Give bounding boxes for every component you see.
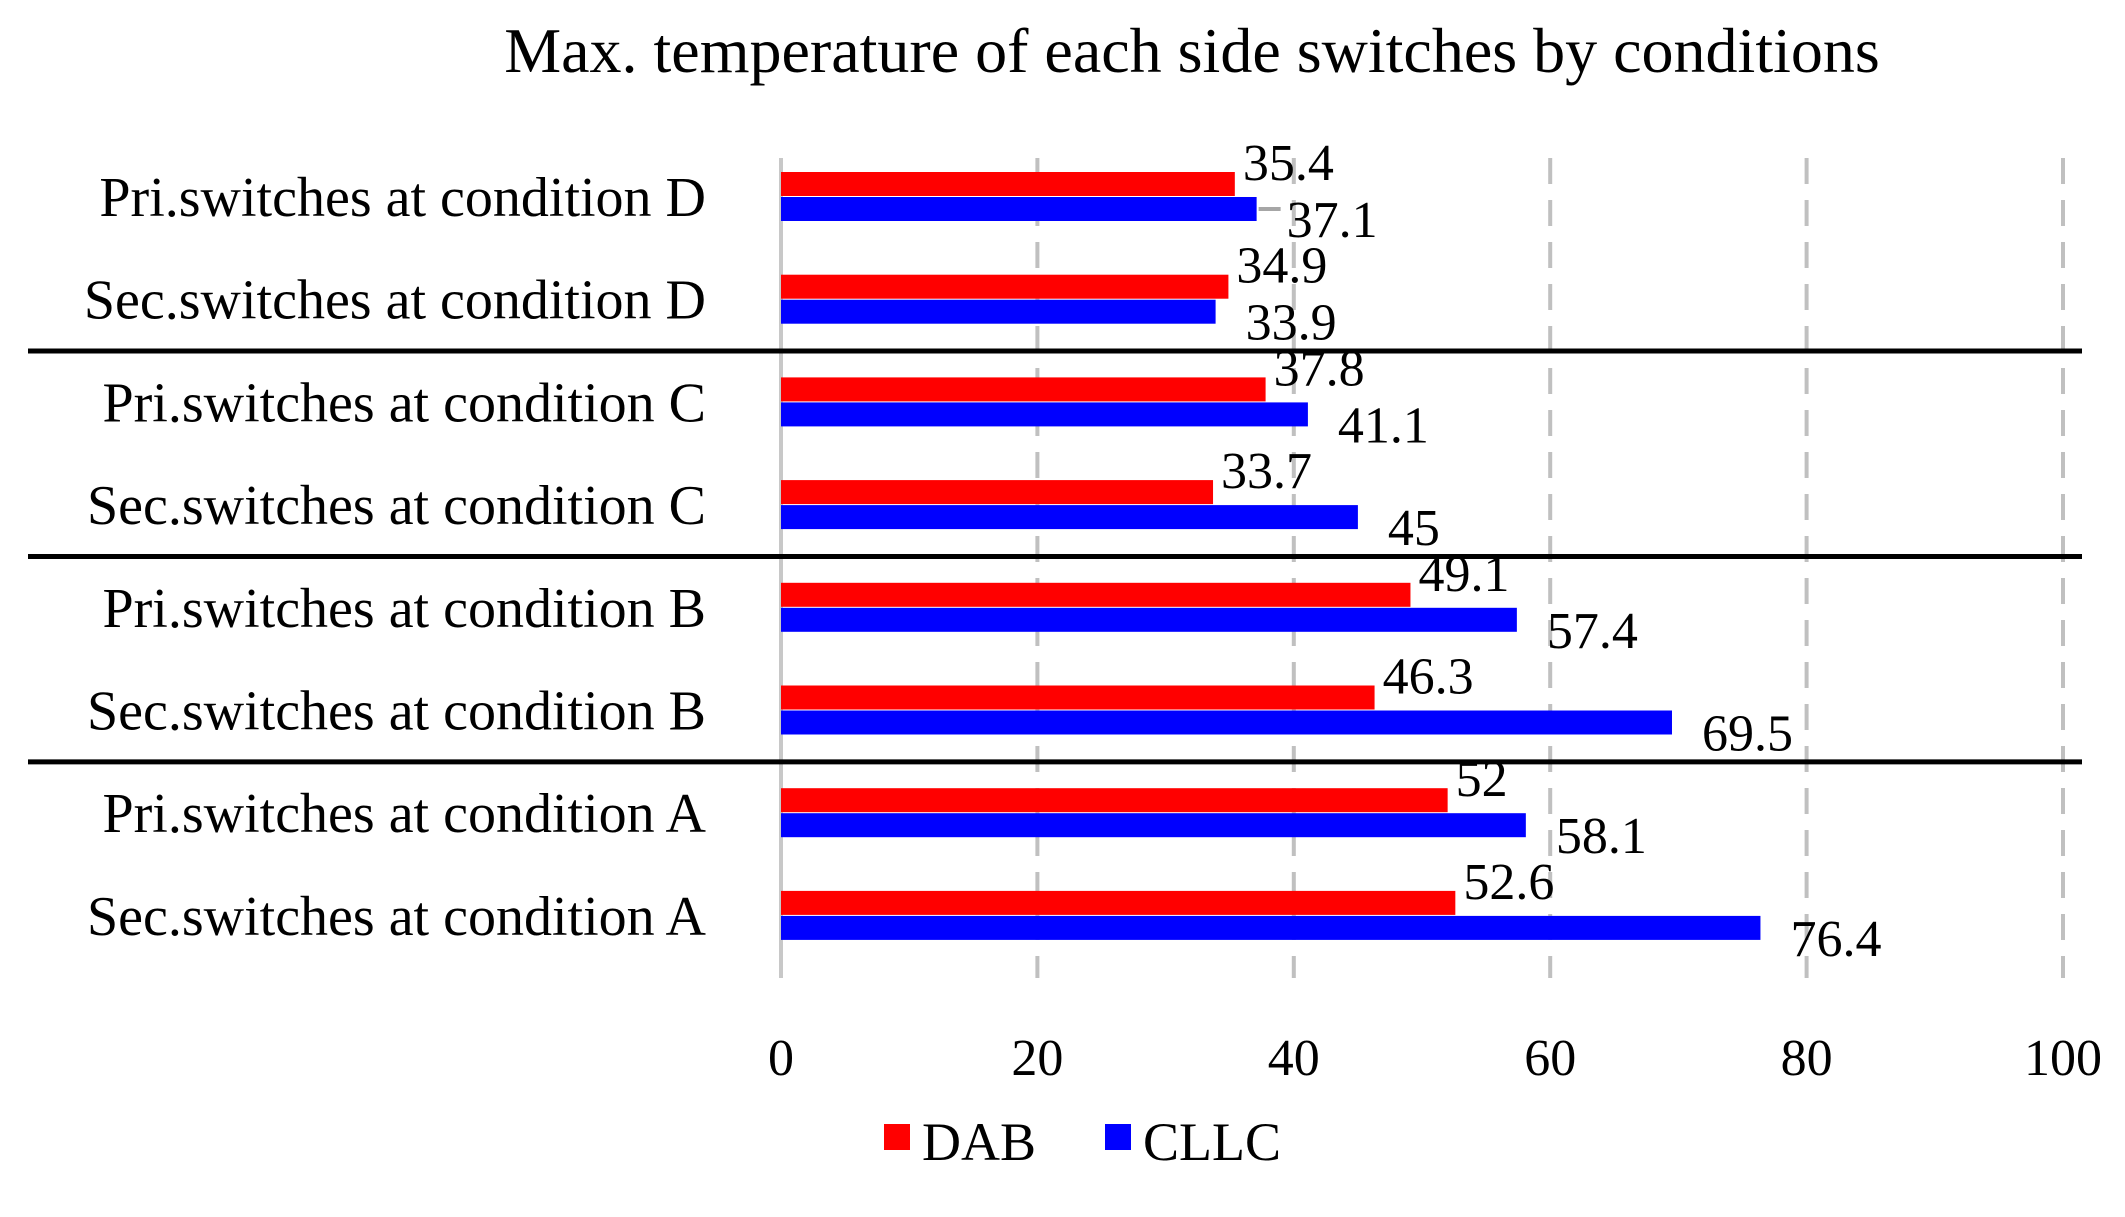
x-tick-label: 100 [2024,1030,2102,1087]
data-label-dab: 52 [1456,751,1508,808]
data-label-cllc: 41.1 [1338,397,1429,454]
bar-dab [781,788,1448,813]
data-label-cllc: 37.1 [1287,192,1378,249]
data-label-cllc: 45 [1388,500,1440,557]
data-label-dab: 49.1 [1418,546,1509,603]
bar-cllc [781,299,1216,324]
data-label-dab: 34.9 [1236,238,1327,295]
data-label-cllc: 69.5 [1702,706,1793,763]
category-label: Sec.switches at condition A [87,886,707,948]
category-label: Pri.switches at condition C [102,372,706,434]
category-labels: Pri.switches at condition D Sec.switches … [84,167,707,948]
x-tick-label: 0 [768,1030,794,1087]
bar-cllc [781,505,1358,530]
category-label: Sec.switches at condition B [87,681,706,743]
data-label-dab: 35.4 [1243,135,1334,192]
chart-title: Max. temperature of each side switches b… [504,15,1880,86]
bar-dab [781,377,1266,402]
bar-cllc [781,915,1761,940]
legend-label-cllc: CLLC [1143,1112,1281,1172]
category-label: Sec.switches at condition D [84,270,706,332]
bar-dab [781,172,1235,196]
bars [781,172,1761,940]
legend-swatch-dab [884,1124,910,1150]
category-label: Pri.switches at condition D [99,167,706,229]
bar-dab [781,582,1411,607]
data-label-cllc: 58.1 [1556,808,1647,865]
data-label-cllc: 33.9 [1246,295,1337,352]
bar-cllc [781,197,1257,221]
category-label: Sec.switches at condition C [87,475,706,537]
data-label-cllc: 76.4 [1790,911,1881,968]
bar-dab [781,685,1375,710]
x-tick-label: 80 [1781,1030,1833,1087]
bar-dab [781,890,1456,915]
legend-label-dab: DAB [922,1112,1036,1172]
bar-cllc [781,710,1672,735]
data-label-dab: 37.8 [1274,340,1365,397]
category-label: Pri.switches at condition A [102,783,706,845]
data-label-dab: 52.6 [1463,854,1554,911]
bar-dab [781,274,1229,299]
bar-dab [781,480,1214,505]
data-label-dab: 33.7 [1221,443,1312,500]
legend-swatch-cllc [1105,1124,1131,1150]
data-label-cllc: 57.4 [1547,603,1638,660]
x-tick-label: 60 [1524,1030,1576,1087]
category-label: Pri.switches at condition B [102,578,706,640]
data-label-dab: 46.3 [1383,649,1474,706]
x-axis-ticks: 0 20 40 60 80 100 [768,1030,2102,1087]
x-tick-label: 40 [1268,1030,1320,1087]
bar-cllc [781,607,1517,632]
bar-cllc [781,813,1526,838]
bar-cllc [781,402,1308,427]
x-tick-label: 20 [1011,1030,1063,1087]
group-separators [28,348,2082,765]
legend: DAB CLLC [884,1112,1281,1172]
